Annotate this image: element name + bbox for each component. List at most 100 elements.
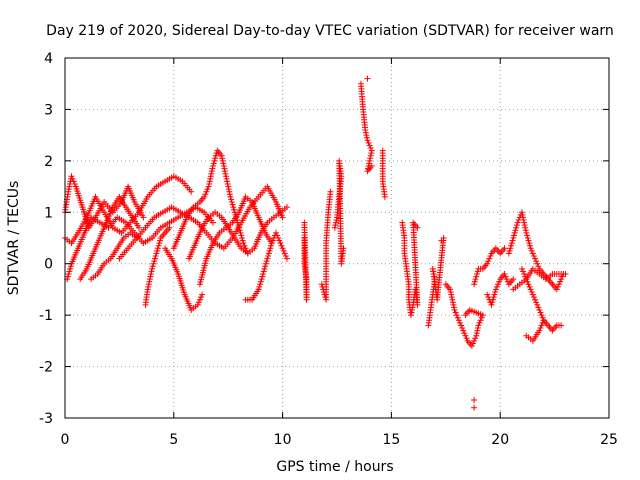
data-point — [65, 188, 72, 195]
data-point — [510, 235, 517, 241]
data-point — [267, 245, 274, 252]
data-points — [62, 75, 569, 411]
data-point — [67, 263, 74, 270]
data-point — [476, 319, 483, 326]
data-point — [381, 193, 388, 200]
data-point — [502, 273, 509, 280]
data-point — [206, 181, 213, 187]
data-point — [207, 173, 214, 180]
data-point — [536, 327, 543, 334]
data-point — [364, 137, 371, 144]
data-point — [236, 224, 243, 231]
data-point — [528, 247, 535, 254]
data-point — [452, 309, 459, 316]
data-point — [367, 145, 374, 151]
data-point — [450, 301, 457, 308]
data-point — [537, 325, 544, 331]
data-point — [501, 245, 508, 252]
data-point — [538, 322, 545, 329]
data-point — [211, 157, 218, 164]
data-point — [67, 265, 74, 272]
data-point — [526, 242, 533, 249]
data-point — [275, 235, 282, 241]
y-tick-label: -2 — [39, 360, 53, 376]
data-point — [537, 309, 544, 316]
data-point — [153, 250, 160, 257]
data-point — [70, 178, 77, 185]
data-point — [409, 304, 416, 311]
data-point — [367, 152, 374, 159]
data-point — [332, 219, 339, 226]
data-point — [266, 247, 273, 254]
data-point — [157, 237, 164, 244]
data-point — [144, 286, 151, 293]
data-point — [461, 330, 468, 337]
data-point — [226, 191, 233, 198]
data-point — [267, 242, 274, 249]
data-point — [332, 222, 339, 229]
data-point — [489, 296, 496, 303]
data-point — [212, 152, 219, 159]
data-point — [538, 312, 545, 319]
data-point — [277, 240, 284, 247]
data-point — [283, 204, 290, 211]
data-point — [462, 312, 469, 319]
data-point — [239, 237, 246, 244]
data-point — [529, 250, 536, 257]
plot-frame — [64, 57, 610, 419]
data-point — [366, 157, 373, 164]
data-point — [151, 258, 158, 265]
data-point — [484, 260, 491, 267]
data-point — [487, 253, 494, 259]
y-tick-label: 0 — [44, 257, 53, 273]
y-tick-label: 4 — [44, 51, 53, 67]
data-point — [521, 222, 528, 229]
data-point — [553, 286, 560, 293]
data-point — [150, 260, 157, 267]
data-point — [535, 263, 542, 270]
data-point — [333, 217, 340, 223]
data-point — [147, 271, 154, 277]
y-tick-label: 3 — [44, 102, 53, 118]
data-point — [363, 134, 370, 141]
data-point — [493, 283, 500, 290]
data-point — [68, 173, 75, 180]
data-point — [238, 235, 245, 241]
data-point — [223, 175, 230, 182]
data-point — [66, 183, 73, 190]
data-point — [209, 219, 216, 226]
data-point — [151, 255, 158, 262]
data-point — [519, 211, 526, 218]
data-point — [534, 260, 541, 267]
data-point — [475, 322, 482, 329]
data-point — [462, 332, 469, 339]
data-point — [225, 186, 232, 193]
data-point — [212, 155, 219, 162]
data-point — [448, 294, 455, 301]
data-point — [238, 232, 245, 239]
data-point — [234, 219, 241, 226]
data-point — [558, 276, 565, 283]
data-point — [301, 219, 308, 226]
data-point — [438, 237, 445, 244]
data-point — [525, 281, 532, 288]
data-point — [364, 75, 371, 82]
data-point — [472, 276, 479, 283]
data-point — [208, 168, 215, 175]
data-point — [220, 163, 227, 169]
data-point — [208, 170, 215, 177]
data-point — [488, 301, 495, 308]
data-point — [154, 247, 161, 254]
data-point — [524, 232, 531, 239]
data-point — [227, 193, 234, 200]
data-point — [501, 271, 508, 277]
data-point — [409, 307, 416, 313]
data-point — [530, 253, 537, 259]
data-point — [264, 255, 271, 262]
data-point — [65, 271, 72, 277]
data-point — [283, 255, 290, 262]
data-point — [474, 327, 481, 334]
data-point — [407, 312, 414, 319]
data-point — [327, 188, 334, 195]
